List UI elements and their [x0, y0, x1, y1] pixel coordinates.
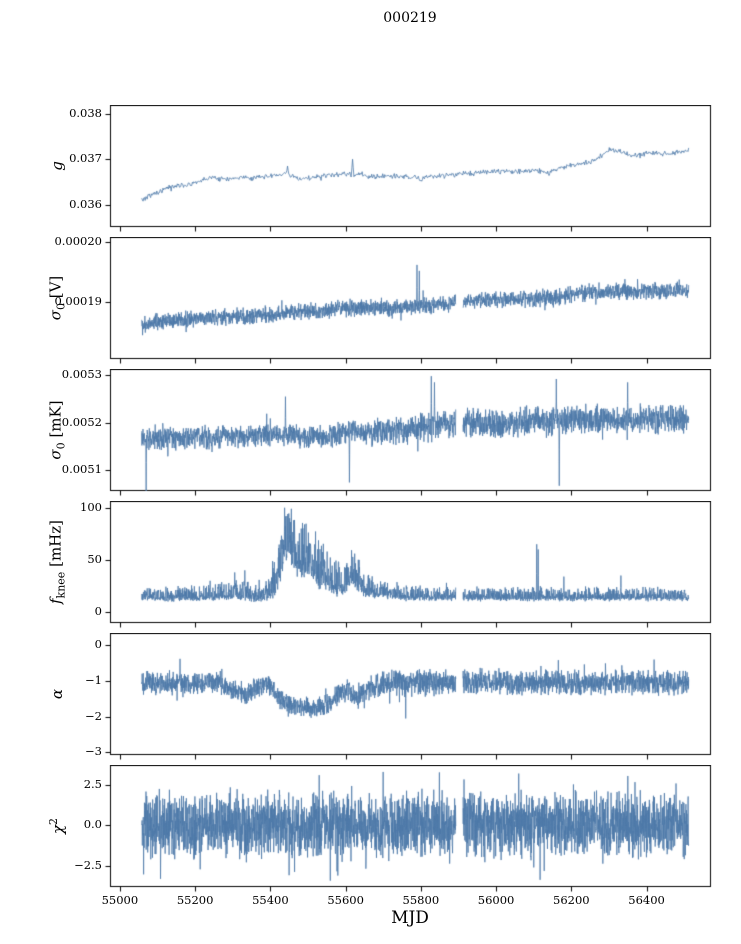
panel-chi2-plot — [100, 765, 714, 895]
x-tick-label: 56400 — [628, 893, 665, 907]
x-tick-label: 55600 — [327, 893, 364, 907]
y-tick-label: 0.0053 — [61, 367, 102, 381]
panel-alpha-plot — [100, 633, 714, 763]
y-tick-label: 0.0051 — [61, 462, 102, 476]
x-tick-label: 55400 — [252, 893, 289, 907]
x-tick-label: 55800 — [402, 893, 440, 907]
y-axis-label-alpha: α — [48, 688, 66, 700]
x-tick-label: 56000 — [477, 893, 515, 907]
y-tick-label: 0.037 — [69, 151, 102, 165]
panel-sigma0_mk-plot — [100, 369, 714, 499]
y-tick-label: −3 — [85, 744, 102, 758]
x-axis-label: MJD — [391, 908, 429, 928]
y-tick-label: 0 — [94, 637, 102, 651]
y-tick-label: 0.0 — [83, 817, 102, 831]
y-tick-label: 0.00020 — [54, 234, 102, 248]
y-axis-label-sigma0_mk: σ0 [mK] — [46, 400, 68, 460]
x-tick-label: 56200 — [553, 893, 590, 907]
y-tick-label: 0.00019 — [54, 294, 102, 308]
y-tick-label: 0.036 — [69, 197, 102, 211]
y-tick-label: 0.0052 — [61, 415, 102, 429]
chart-title: 000219 — [383, 10, 437, 26]
y-tick-label: 0 — [94, 604, 102, 618]
y-tick-label: 0.038 — [69, 106, 102, 120]
y-tick-label: 50 — [87, 552, 102, 566]
y-tick-label: −2 — [85, 709, 102, 723]
y-tick-label: 2.5 — [83, 777, 102, 791]
panel-sigma0_v-plot — [100, 237, 714, 367]
panel-g-plot — [100, 105, 714, 235]
x-tick-label: 55200 — [176, 893, 214, 907]
x-tick-label: 55000 — [101, 893, 139, 907]
y-tick-label: −1 — [85, 673, 102, 687]
y-tick-label: 100 — [80, 500, 102, 514]
y-tick-label: −2.5 — [74, 858, 102, 872]
panel-fknee-plot — [100, 501, 714, 631]
